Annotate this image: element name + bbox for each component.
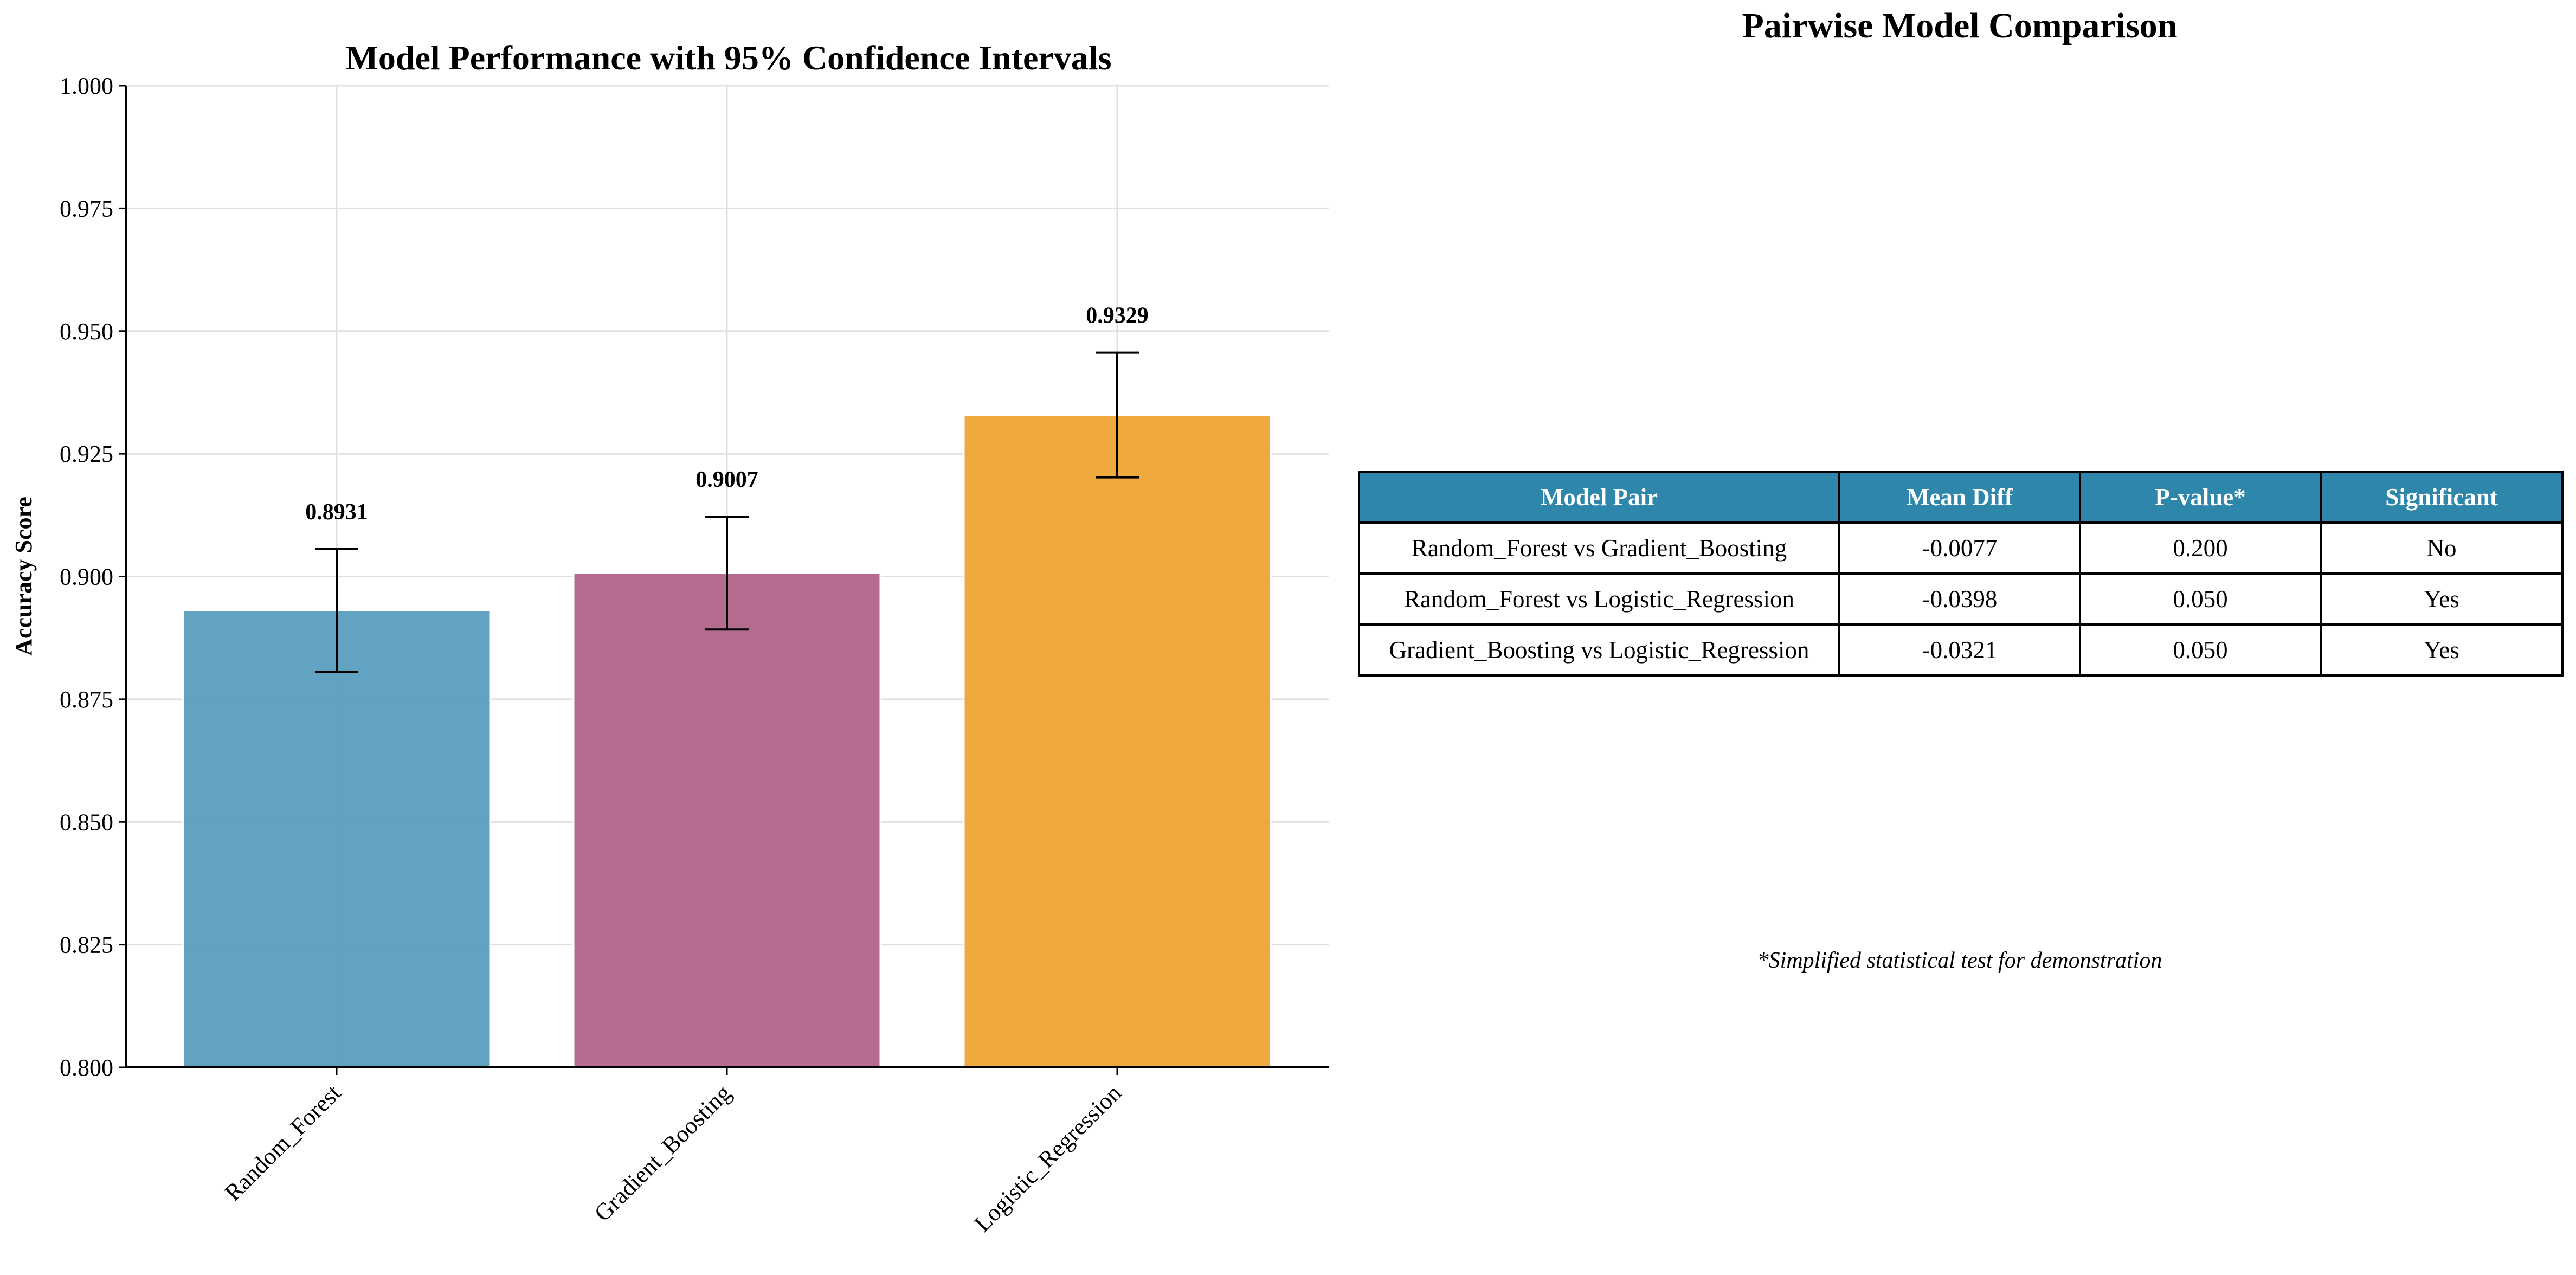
x-tick-label: Gradient_Boosting: [589, 1079, 736, 1226]
cell-significant: Yes: [2320, 572, 2564, 626]
header-model-pair: Model Pair: [1358, 471, 1840, 524]
cell-mean-diff: -0.0321: [1838, 623, 2081, 677]
y-axis-label: Accuracy Score: [10, 497, 37, 656]
cell-p-value: 0.050: [2079, 623, 2322, 677]
cell-mean-diff: -0.0077: [1838, 521, 2081, 575]
table-row: Random_Forest vs Logistic_Regression -0.…: [1358, 572, 2564, 626]
comparison-table: Model Pair Mean Diff P-value* Significan…: [1358, 471, 2564, 677]
cell-model-pair: Random_Forest vs Gradient_Boosting: [1358, 521, 1840, 575]
table-row: Random_Forest vs Gradient_Boosting -0.00…: [1358, 521, 2564, 575]
bar-chart: Model Performance with 95% Confidence In…: [10, 38, 1329, 1237]
value-label: 0.8931: [305, 500, 368, 525]
y-tick-label: 0.900: [60, 564, 113, 590]
y-tick-label: 0.975: [60, 195, 113, 222]
comparison-title: Pairwise Model Comparison: [1742, 6, 2178, 46]
bar-gradient-boosting: [572, 572, 881, 1068]
chart-title: Model Performance with 95% Confidence In…: [345, 38, 1111, 77]
y-tick-label: 0.925: [60, 441, 113, 467]
cell-p-value: 0.050: [2079, 572, 2322, 626]
header-p-value: P-value*: [2079, 471, 2322, 524]
y-ticks: 0.800 0.825 0.850 0.875 0.900 0.925 0.950 0.975…: [60, 73, 126, 1081]
error-bars: [315, 351, 1139, 673]
cell-model-pair: Random_Forest vs Logistic_Regression: [1358, 572, 1840, 626]
y-tick-label: 0.875: [60, 686, 113, 713]
y-tick-label: 1.000: [60, 73, 113, 99]
value-labels: 0.8931 0.9007 0.9329: [305, 304, 1149, 525]
y-tick-label: 0.950: [60, 318, 113, 345]
x-tick-label: Random_Forest: [220, 1079, 346, 1206]
x-ticks: Random_Forest Gradient_Boosting Logistic_R…: [220, 1067, 1126, 1237]
bars: [182, 414, 1272, 1068]
bar-logistic-regression: [963, 414, 1272, 1068]
y-tick-label: 0.850: [60, 809, 113, 835]
x-tick-label: Logistic_Regression: [969, 1079, 1126, 1237]
table-row: Gradient_Boosting vs Logistic_Regression…: [1358, 623, 2564, 677]
cell-model-pair: Gradient_Boosting vs Logistic_Regression: [1358, 623, 1840, 677]
value-label: 0.9329: [1086, 304, 1149, 329]
header-mean-diff: Mean Diff: [1838, 471, 2081, 524]
table-header-row: Model Pair Mean Diff P-value* Significan…: [1358, 471, 2564, 524]
y-tick-label: 0.800: [60, 1054, 113, 1081]
header-significant: Significant: [2320, 471, 2564, 524]
value-label: 0.9007: [695, 467, 758, 492]
footnote: *Simplified statistical test for demonst…: [1757, 948, 2162, 973]
cell-p-value: 0.200: [2079, 521, 2322, 575]
cell-significant: No: [2320, 521, 2564, 575]
cell-significant: Yes: [2320, 623, 2564, 677]
bar-random-forest: [182, 609, 491, 1068]
cell-mean-diff: -0.0398: [1838, 572, 2081, 626]
y-tick-label: 0.825: [60, 932, 113, 958]
